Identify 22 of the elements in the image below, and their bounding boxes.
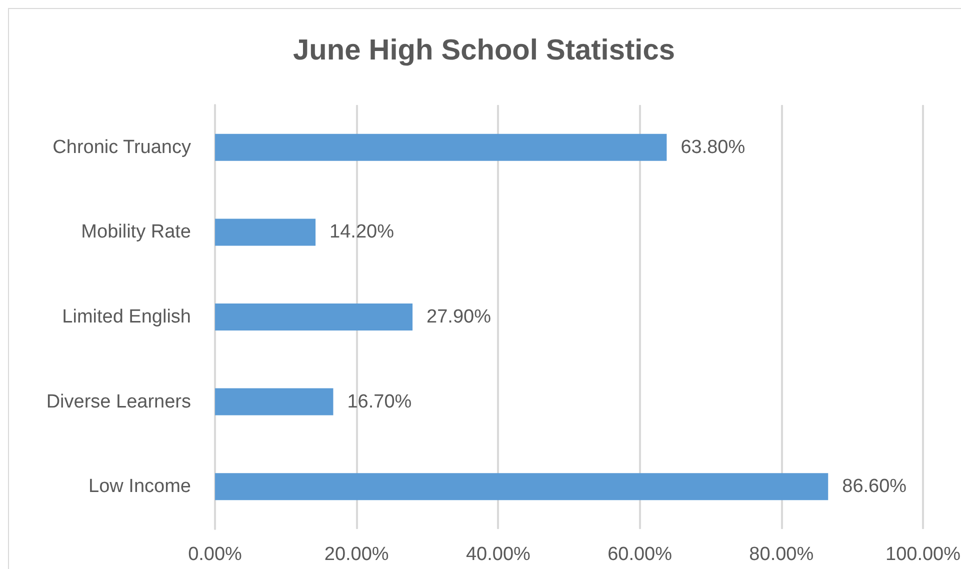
x-tick-label: 20.00% — [324, 544, 389, 565]
bar — [215, 388, 334, 416]
data-label: 63.80% — [680, 136, 746, 158]
data-label: 14.20% — [330, 222, 394, 243]
y-tick-label: Limited English — [62, 306, 191, 328]
bar — [215, 473, 828, 500]
x-tick-label: 0.00% — [188, 544, 242, 565]
x-tick-label: 40.00% — [466, 544, 531, 565]
x-tick-label: 60.00% — [608, 544, 672, 565]
x-tick-label: 100.00% — [885, 544, 961, 565]
data-label: 86.60% — [842, 476, 907, 498]
chart-title: June High School Statistics — [293, 34, 675, 66]
bar — [215, 134, 667, 161]
x-tick-label: 80.00% — [749, 544, 814, 565]
bar — [215, 304, 413, 330]
y-tick-label: Chronic Truancy — [52, 136, 192, 158]
y-tick-label: Low Income — [88, 476, 191, 498]
data-label: 16.70% — [347, 391, 412, 412]
y-tick-label: Diverse Learners — [46, 391, 191, 412]
bar — [215, 218, 316, 246]
data-label: 27.90% — [426, 306, 492, 328]
y-tick-label: Mobility Rate — [81, 222, 191, 243]
